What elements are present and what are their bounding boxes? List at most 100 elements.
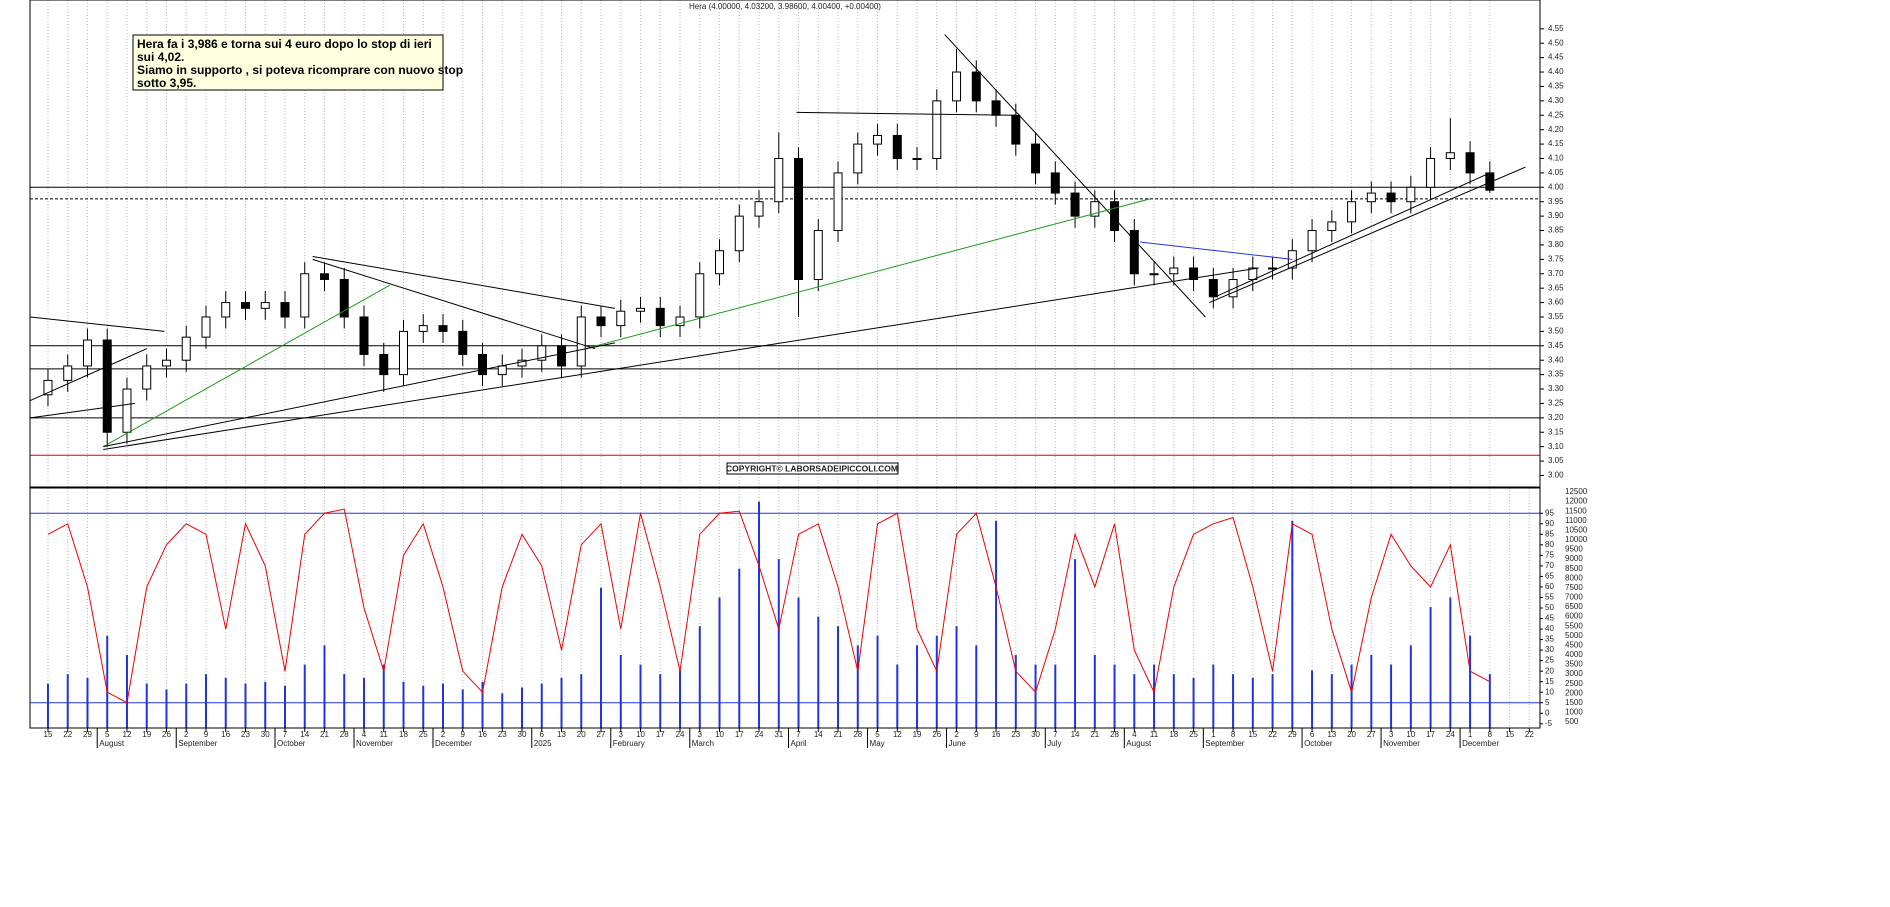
candle-body [675,316,685,327]
volume-bar [1212,664,1215,728]
x-tick-label: 16 [992,730,1001,739]
trendline [103,267,1259,451]
volume-bar [521,687,524,728]
x-tick-label: 20 [577,730,586,739]
candle-body [1268,267,1278,270]
candle-body [181,336,191,361]
volume-bar [975,645,978,728]
x-tick-label: 19 [142,730,151,739]
candle-body [932,100,942,159]
y-tick-label: 25 [1545,656,1554,665]
x-tick-label: 22 [1525,730,1534,739]
annotation-box [132,34,444,91]
x-tick-label: 10 [715,730,724,739]
x-tick-label: 23 [1011,730,1020,739]
volume-bar [1469,635,1472,728]
volume-bar [1370,654,1373,728]
y2-tick-label: 6000 [1565,612,1583,621]
candle-body [142,365,152,390]
x-tick-label: 14 [814,730,823,739]
volume-bar [1153,664,1156,728]
x-tick-label: 28 [853,730,862,739]
x-tick-label: 24 [676,730,685,739]
volume-bar [876,635,879,728]
volume-bar [1390,664,1393,728]
volume-bar [1311,670,1314,728]
trendline [585,198,1151,350]
volume-bar [244,683,247,728]
candle-body [655,307,665,327]
candle-body [695,273,705,318]
x-tick-label: 3 [698,730,703,739]
candle-body [1445,152,1455,159]
month-label: November [356,739,393,748]
month-label: May [870,739,885,748]
trendline [30,402,135,419]
x-tick-label: 7 [283,730,288,739]
y-tick-label: 3.25 [1548,399,1564,408]
candle-body [63,365,73,381]
x-tick-label: 28 [1110,730,1119,739]
volume-bar [481,681,484,728]
month-label: 2025 [534,739,552,748]
x-tick-label: 3 [1389,730,1394,739]
candle-body [300,273,310,318]
candle-body [1031,143,1041,174]
candle-body [1307,230,1317,252]
y-tick-label: 60 [1545,582,1554,591]
y-tick-label: 15 [1545,677,1554,686]
volume-bar [1074,559,1077,728]
x-tick-label: 19 [913,730,922,739]
x-tick-label: 1 [1211,730,1216,739]
volume-bar [600,587,603,728]
x-tick-label: 29 [83,730,92,739]
x-tick-label: 30 [261,730,270,739]
y2-tick-label: 9500 [1565,545,1583,554]
candle-body [1070,192,1080,217]
volume-bar [125,654,128,728]
volume-bar [382,664,385,728]
candle-body [1110,201,1120,232]
x-tick-label: 16 [221,730,230,739]
y-tick-label: 4.55 [1548,24,1564,33]
x-tick-label: 9 [461,730,466,739]
volume-bar [896,664,899,728]
y-tick-label: 45 [1545,614,1554,623]
volume-bar [1429,607,1432,728]
candle-body [1366,192,1376,203]
volume-bar [619,654,622,728]
volume-bar [145,683,148,728]
y2-tick-label: 6500 [1565,602,1583,611]
candle-body [1465,152,1475,174]
month-label: March [692,739,714,748]
x-tick-label: 17 [656,730,665,739]
volume-bar [1350,664,1353,728]
volume-bar [916,645,919,728]
x-tick-label: 30 [518,730,527,739]
trendline [312,255,615,309]
candle-body [478,353,488,376]
x-tick-label: 21 [1090,730,1099,739]
x-tick-label: 22 [63,730,72,739]
candle-body [715,250,725,275]
candle-body [1347,201,1357,223]
y2-tick-label: 3500 [1565,660,1583,669]
y-tick-label: 40 [1545,624,1554,633]
candle-body [1129,230,1139,275]
x-tick-label: 2 [184,730,189,739]
x-tick-label: 13 [1327,730,1336,739]
volume-bar [698,626,701,728]
y-tick-label: 3.55 [1548,312,1564,321]
candle-body [596,316,606,327]
candle-body [418,325,428,332]
y2-tick-label: 4000 [1565,650,1583,659]
y-tick-label: 0 [1545,708,1550,717]
volume-bar [1449,597,1452,728]
x-tick-label: 8 [1488,730,1493,739]
y-tick-label: 3.10 [1548,442,1564,451]
volume-bar [1232,674,1235,728]
x-tick-label: 9 [974,730,979,739]
y2-tick-label: 3000 [1565,669,1583,678]
x-tick-label: 12 [123,730,132,739]
